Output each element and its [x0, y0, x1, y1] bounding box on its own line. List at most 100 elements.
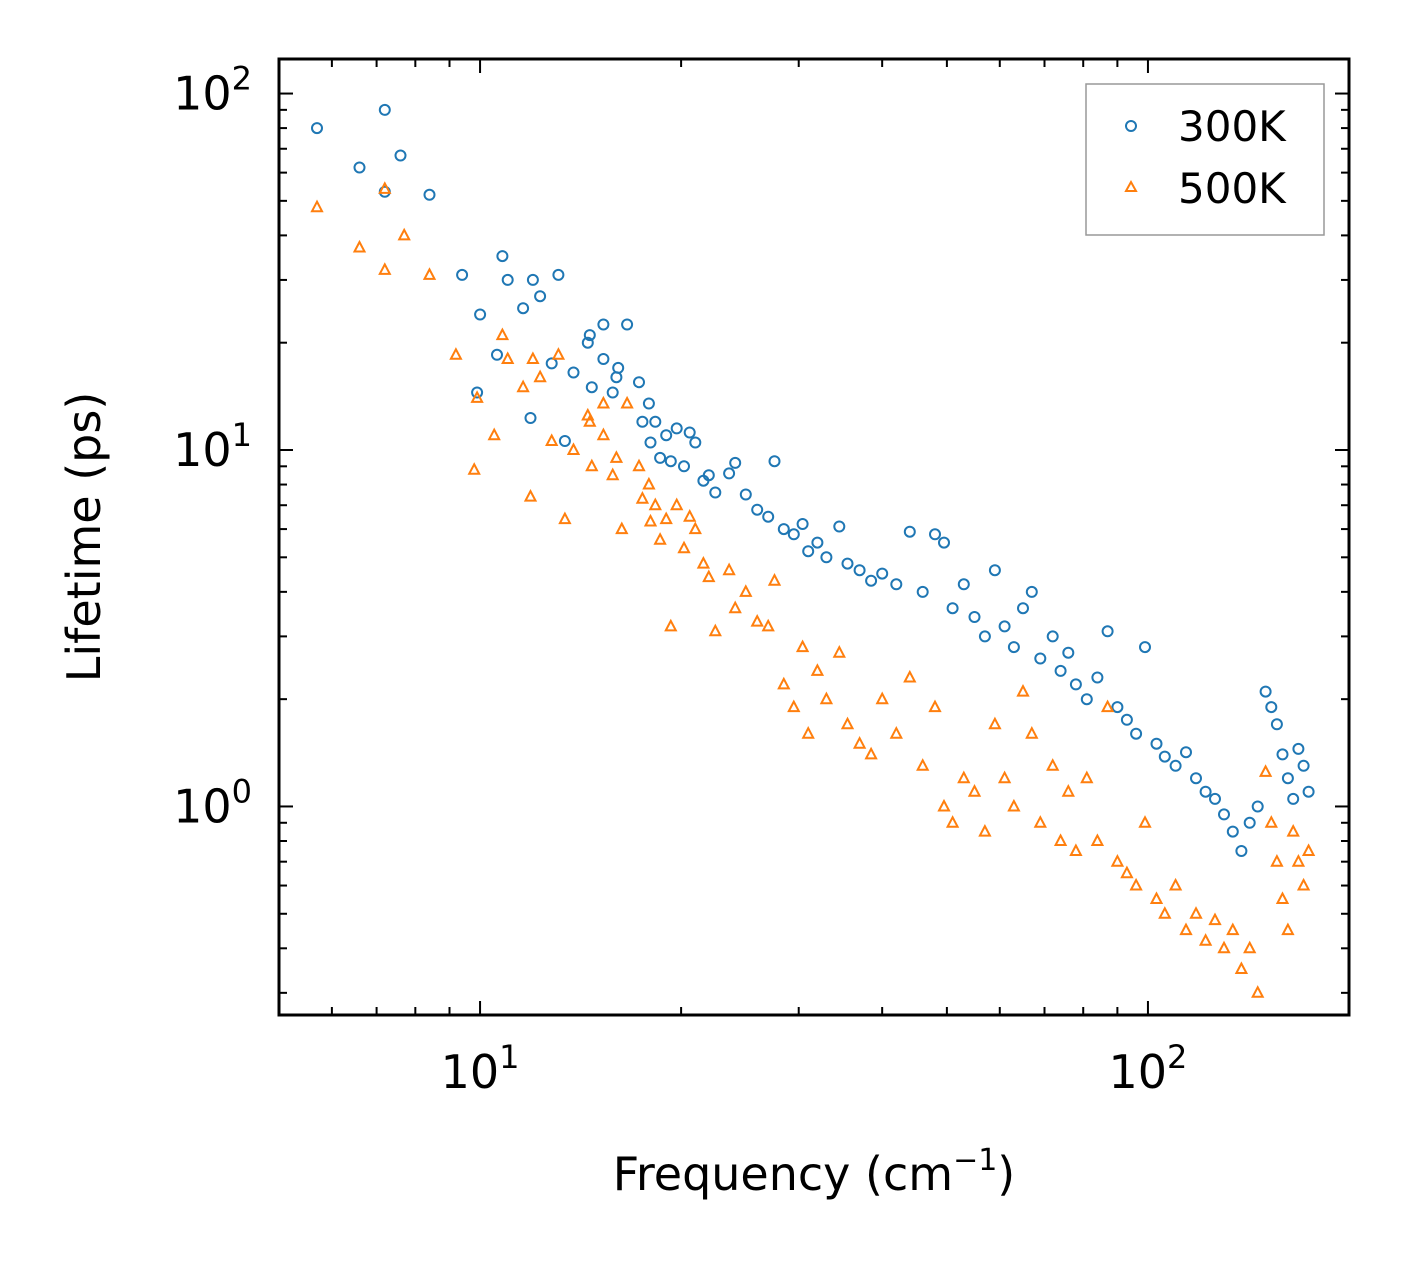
point-300k: [723, 467, 736, 480]
point-500k: [1270, 854, 1284, 867]
point-300k: [998, 620, 1011, 633]
point-300k: [501, 273, 514, 286]
point-300k: [841, 557, 854, 570]
point-500k: [696, 555, 711, 569]
point-300k: [1139, 641, 1151, 654]
point-500k: [1189, 906, 1203, 919]
point-500k: [670, 497, 684, 511]
point-500k: [937, 798, 951, 812]
point-500k: [1069, 843, 1083, 856]
point-500k: [1296, 877, 1311, 891]
point-500k: [422, 267, 437, 280]
point-500k: [470, 390, 484, 403]
point-500k: [819, 691, 834, 705]
point-300k: [729, 456, 742, 469]
point-500k: [767, 573, 782, 586]
legend-label-500k: 500K: [1178, 164, 1287, 213]
point-300k: [471, 386, 484, 399]
point-500k: [1291, 854, 1306, 867]
point-300k: [1226, 825, 1239, 838]
points-layer: [310, 103, 1316, 998]
point-500k: [310, 199, 324, 213]
point-500k: [648, 497, 662, 511]
point-300k: [1069, 678, 1082, 691]
point-500k: [795, 639, 810, 653]
point-300k: [802, 545, 815, 558]
point-500k: [526, 351, 540, 364]
point-300k: [496, 250, 509, 263]
point-300k: [916, 585, 929, 598]
point-500k: [889, 726, 903, 739]
point-300k: [534, 290, 547, 303]
point-300k: [903, 525, 916, 538]
point-300k: [1034, 652, 1047, 665]
point-500k: [635, 491, 650, 504]
point-500k: [566, 442, 581, 455]
point-500k: [1158, 906, 1172, 919]
point-500k: [702, 569, 716, 583]
point-300k: [621, 318, 634, 331]
point-300k: [890, 578, 903, 591]
point-300k: [988, 564, 1001, 577]
point-300k: [1025, 585, 1038, 598]
point-300k: [777, 523, 790, 536]
point-300k: [649, 415, 662, 428]
point-300k: [583, 329, 596, 342]
point-500k: [1120, 865, 1134, 879]
x-tick-label: 102: [1108, 1038, 1187, 1099]
point-500k: [1007, 798, 1021, 812]
point-300k: [552, 268, 565, 281]
point-500k: [449, 347, 463, 360]
point-500k: [852, 736, 867, 749]
point-300k: [968, 611, 981, 623]
point-300k: [957, 578, 970, 591]
legend-frame: [1085, 83, 1325, 236]
point-500k: [545, 433, 559, 446]
point-500k: [632, 458, 646, 472]
point-300k: [642, 397, 655, 410]
point-500k: [664, 618, 678, 632]
point-300k: [1243, 816, 1256, 829]
point-500k: [583, 414, 597, 427]
point-300k: [1270, 718, 1283, 731]
point-500k: [1198, 933, 1213, 946]
point-300k: [1080, 693, 1093, 706]
point-300k: [709, 486, 722, 499]
point-300k: [929, 528, 941, 541]
point-500k: [653, 532, 667, 545]
point-300k: [1218, 808, 1230, 821]
point-300k: [1054, 664, 1067, 677]
point-500k: [1046, 758, 1060, 771]
point-500k: [1179, 922, 1193, 936]
legend: 300K 500K: [1085, 83, 1325, 236]
point-500k: [585, 458, 599, 472]
point-300k: [517, 302, 530, 315]
point-300k: [670, 422, 683, 435]
point-500k: [1080, 770, 1094, 784]
x-axis-title: Frequency (cm−1): [613, 1143, 1016, 1201]
point-300k: [1120, 713, 1133, 726]
point-500k: [903, 669, 917, 683]
point-500k: [810, 663, 825, 676]
point-500k: [722, 562, 736, 576]
point-500k: [1281, 922, 1295, 936]
point-300k: [491, 348, 503, 361]
y-tick-label: 102: [173, 60, 252, 121]
point-300k: [1007, 641, 1020, 654]
point-500k: [1025, 726, 1039, 739]
point-300k: [1169, 759, 1182, 772]
legend-label-300k: 300K: [1178, 102, 1287, 151]
point-500k: [739, 584, 753, 597]
point-500k: [864, 746, 878, 760]
point-500k: [978, 823, 992, 837]
point-300k: [946, 602, 959, 615]
point-300k: [833, 520, 846, 533]
plot-frame: [277, 57, 1351, 1017]
point-300k: [820, 551, 833, 564]
point-300k: [702, 469, 715, 482]
point-300k: [1180, 746, 1192, 759]
point-500k: [1110, 854, 1125, 867]
point-500k: [523, 488, 538, 502]
point-300k: [1265, 701, 1278, 714]
